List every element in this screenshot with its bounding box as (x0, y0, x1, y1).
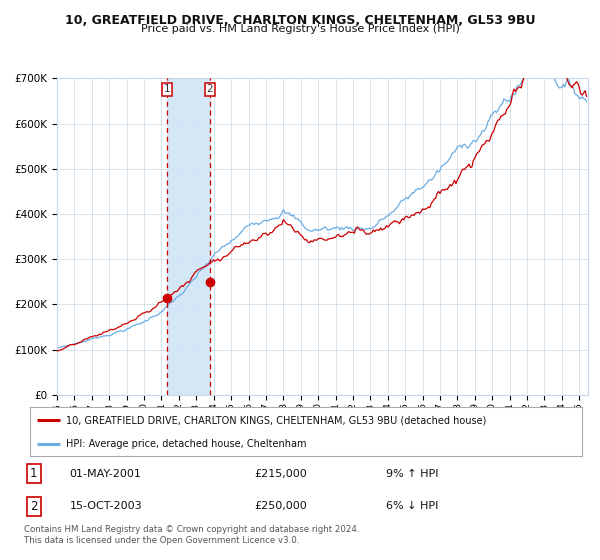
Text: £250,000: £250,000 (254, 501, 307, 511)
Text: £215,000: £215,000 (254, 469, 307, 479)
Text: 1: 1 (164, 85, 170, 95)
Text: HPI: Average price, detached house, Cheltenham: HPI: Average price, detached house, Chel… (66, 439, 307, 449)
Bar (167, 78, 210, 395)
Text: 10, GREATFIELD DRIVE, CHARLTON KINGS, CHELTENHAM, GL53 9BU (detached house): 10, GREATFIELD DRIVE, CHARLTON KINGS, CH… (66, 416, 486, 426)
Text: 9% ↑ HPI: 9% ↑ HPI (386, 469, 439, 479)
Text: 01-MAY-2001: 01-MAY-2001 (70, 469, 142, 479)
Text: 1: 1 (30, 467, 38, 480)
Text: Contains HM Land Registry data © Crown copyright and database right 2024.
This d: Contains HM Land Registry data © Crown c… (24, 525, 359, 545)
Text: 10, GREATFIELD DRIVE, CHARLTON KINGS, CHELTENHAM, GL53 9BU: 10, GREATFIELD DRIVE, CHARLTON KINGS, CH… (65, 14, 535, 27)
Text: 6% ↓ HPI: 6% ↓ HPI (386, 501, 439, 511)
Text: Price paid vs. HM Land Registry's House Price Index (HPI): Price paid vs. HM Land Registry's House … (140, 24, 460, 34)
Text: 2: 2 (207, 85, 214, 95)
Text: 15-OCT-2003: 15-OCT-2003 (70, 501, 142, 511)
Text: 2: 2 (30, 500, 38, 513)
